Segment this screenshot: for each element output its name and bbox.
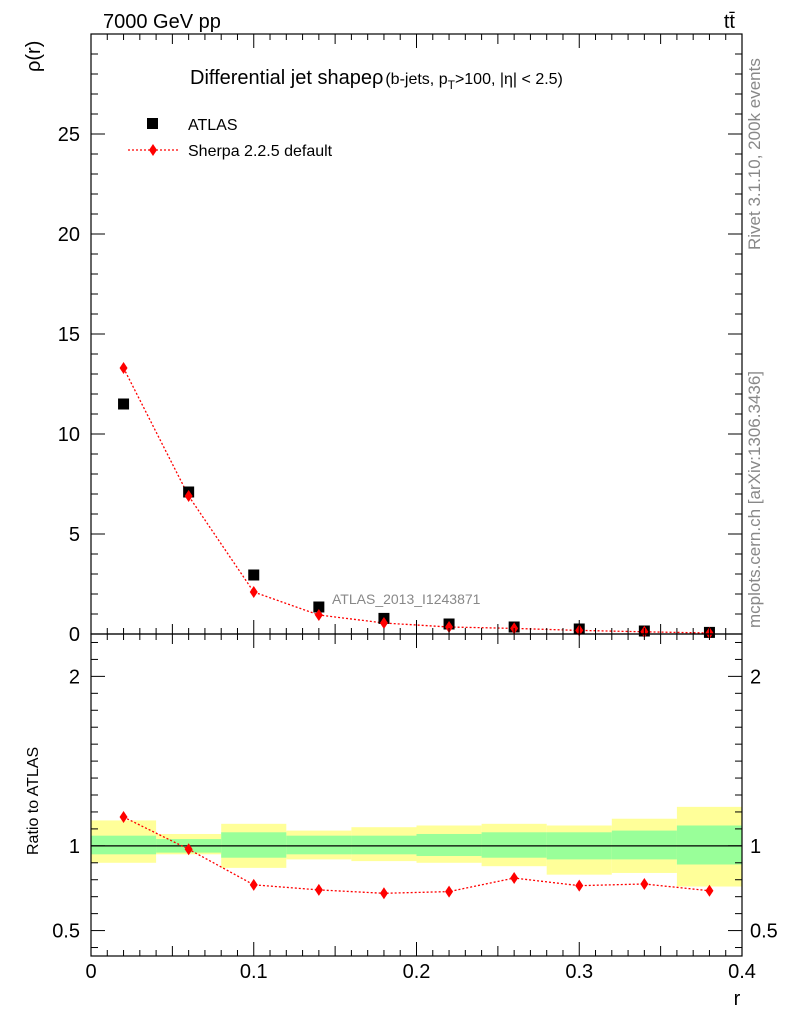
sherpa-point (379, 617, 388, 629)
legend-label-sherpa: Sherpa 2.2.5 default (188, 143, 333, 160)
y-tick-label: 20 (58, 224, 80, 246)
ratio-sherpa-point (510, 872, 519, 885)
stat-uncertainty-band (286, 835, 352, 855)
legend-marker-sherpa (149, 144, 157, 156)
plot-title-sub-end: >100, |η| < 2.5) (455, 71, 563, 88)
y-tick-label: 10 (58, 424, 80, 446)
stat-uncertainty-band (611, 830, 677, 860)
x-tick-label: 0.1 (240, 961, 268, 983)
plot-title-main: Differential jet shapeρ (190, 67, 383, 89)
atlas-point (118, 398, 130, 410)
atlas-point (248, 569, 260, 581)
plot-title: Differential jet shapeρ (b-jets, pT>100, … (190, 67, 563, 92)
y-tick-label: 15 (58, 324, 80, 346)
main-panel: 0 5 10 15 20 25 Differential jet shapeρ (b-jet… (23, 33, 743, 646)
x-tick-label: 0.2 (403, 961, 431, 983)
process-label: tt̄ (724, 11, 736, 33)
ratio-sherpa-point (184, 843, 193, 856)
ratio-sherpa-point (314, 883, 323, 896)
y-tick-label: 5 (69, 524, 80, 546)
stat-uncertainty-band (481, 832, 547, 858)
stat-uncertainty-band (221, 832, 287, 858)
plot-title-sub: (b-jets, p (385, 71, 447, 88)
ratio-y-tick-label: 0.5 (52, 921, 80, 943)
ratio-y-tick-label: 1 (69, 836, 80, 858)
ratio-y-tick-label: 2 (69, 666, 80, 688)
arxiv-note: mcplots.cern.ch [arXiv:1306.3436] (745, 371, 764, 628)
x-tick-label: 0.4 (728, 961, 756, 983)
sherpa-point (249, 586, 258, 598)
ratio-sherpa-point (445, 885, 454, 898)
y-axis-title: ρ(r) (23, 41, 45, 72)
stat-uncertainty-band (416, 833, 482, 857)
sherpa-point (184, 490, 193, 502)
plot-title-subscript: T (448, 78, 456, 92)
rivet-note: Rivet 3.1.10, 200k events (745, 58, 764, 250)
y-tick-label: 0 (69, 624, 80, 646)
sherpa-point (314, 609, 323, 621)
y-tick-label: 25 (58, 124, 80, 146)
ratio-panel: 0.5 0.5 1 1 2 2 0 0.1 0.2 0.3 0.4 Ratio to ATLAS r (25, 633, 778, 1010)
sherpa-point (119, 362, 128, 374)
legend-label-atlas: ATLAS (188, 117, 238, 134)
ratio-y-tick-label-right: 2 (750, 666, 761, 688)
ratio-y-tick-label-right: 1 (750, 836, 761, 858)
ratio-sherpa-point (705, 884, 714, 897)
ratio-sherpa-point (119, 811, 128, 824)
ratio-frame (90, 633, 743, 957)
sherpa-point (445, 621, 454, 633)
ratio-sherpa-point (379, 887, 388, 900)
ratio-y-tick-label-right: 0.5 (750, 921, 778, 943)
atlas-point (313, 601, 325, 613)
legend-marker-atlas (147, 118, 158, 129)
stat-uncertainty-band (351, 835, 417, 855)
ratio-sherpa-point (575, 879, 584, 892)
x-tick-label: 0.3 (565, 961, 593, 983)
energy-label: 7000 GeV pp (103, 11, 221, 33)
ratio-sherpa-line (123, 816, 710, 894)
legend: ATLAS Sherpa 2.2.5 default (128, 117, 333, 160)
analysis-watermark: ATLAS_2013_I1243871 (332, 591, 481, 607)
ratio-sherpa-point (249, 878, 258, 891)
ratio-sherpa-point (640, 877, 649, 890)
ratio-axis-title: Ratio to ATLAS (25, 747, 42, 855)
x-tick-label: 0 (85, 961, 96, 983)
sherpa-line (122, 367, 710, 634)
stat-uncertainty-band (676, 825, 742, 865)
x-axis-title: r (734, 988, 741, 1010)
stat-uncertainty-band (91, 835, 157, 855)
